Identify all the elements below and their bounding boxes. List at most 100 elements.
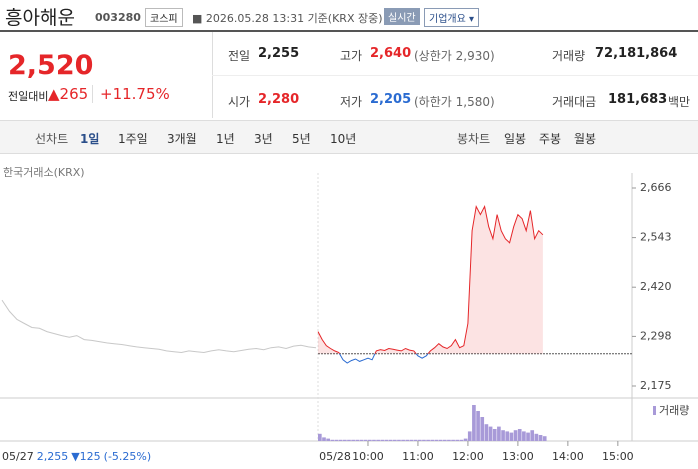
volume-bar xyxy=(388,439,393,441)
tab-label: 봉차트 xyxy=(457,132,491,146)
tab[interactable]: 3개월 xyxy=(167,132,197,146)
stat-value: 2,255 xyxy=(258,46,300,61)
volume-bar xyxy=(326,438,330,441)
volume-bar xyxy=(417,439,422,441)
prev-info: (-5.25%) xyxy=(104,450,152,463)
volume-bar xyxy=(330,439,335,441)
realtime-badge[interactable]: 실시간 xyxy=(384,8,420,25)
prev-info: 05/27 xyxy=(2,450,34,463)
y-tick-label: 2,666 xyxy=(640,181,672,194)
prev-info: 2,255 xyxy=(37,450,69,463)
stock-code: 003280 xyxy=(95,11,141,24)
company-menu[interactable]: 기업개요 ▾ xyxy=(424,8,480,27)
volume-bar xyxy=(372,439,376,441)
tab[interactable]: 3년 xyxy=(254,132,273,146)
prev-day-line xyxy=(1,299,317,354)
volume-bar xyxy=(534,433,539,441)
volume-bar xyxy=(376,439,380,441)
volume-bar xyxy=(505,431,510,441)
prev-date: 05/27 2,255 ▼125 (-5.25%) xyxy=(2,450,151,463)
tab-bar xyxy=(0,120,698,154)
volume-bar xyxy=(334,439,339,441)
price-area xyxy=(318,206,543,354)
tab[interactable]: 10년 xyxy=(330,132,357,146)
tab[interactable]: 월봉 xyxy=(574,132,597,146)
stat-value: 72,181,864 xyxy=(595,46,678,61)
tab[interactable]: 주봉 xyxy=(539,132,562,146)
volume-bar xyxy=(480,417,485,441)
volume-bar xyxy=(430,439,435,441)
volume-bar xyxy=(509,432,514,441)
volume-bar xyxy=(538,435,543,441)
tab[interactable]: 1년 xyxy=(216,132,235,146)
x-tick-label: 13:00 xyxy=(502,450,534,463)
volume-bar xyxy=(455,439,460,441)
volume-bar xyxy=(492,429,497,441)
volume-bar xyxy=(338,439,343,441)
volume-bar xyxy=(401,439,405,441)
y-tick-label: 2,175 xyxy=(640,379,672,392)
volume-bar xyxy=(476,411,480,441)
stock-name: 흥아해운 xyxy=(5,7,75,29)
volume-bar xyxy=(359,439,364,441)
volume-bar xyxy=(318,433,322,441)
divider xyxy=(212,75,698,76)
volume-bar xyxy=(463,438,468,441)
volume-bar xyxy=(397,439,401,441)
volume-bar xyxy=(363,439,368,441)
tab[interactable]: 5년 xyxy=(292,132,311,146)
prev-info: 125 xyxy=(80,450,101,463)
change-value: 265 xyxy=(59,85,89,103)
stat-value: 2,640 xyxy=(370,46,412,61)
volume-bar xyxy=(467,431,472,441)
stat-label: 시가 xyxy=(228,95,251,109)
volume-bar xyxy=(501,430,505,441)
volume-bar xyxy=(484,424,489,441)
y-tick-label: 2,420 xyxy=(640,280,672,293)
change-pct: +11.75% xyxy=(100,85,170,103)
tab[interactable]: 1주일 xyxy=(118,132,148,146)
volume-bar xyxy=(497,426,501,441)
volume-bar xyxy=(409,439,414,441)
volume-bar xyxy=(513,430,518,441)
stat-value: 2,280 xyxy=(258,92,300,107)
volume-bar xyxy=(355,439,360,441)
x-day-label: 05/28 xyxy=(319,450,351,463)
down-arrow: ▼ xyxy=(71,450,80,463)
volume-bar xyxy=(422,439,426,441)
volume-bar xyxy=(451,439,455,441)
stat-label: 거래량 xyxy=(552,49,586,63)
timestamp-text: 2026.05.28 13:31 기준(KRX 장중) xyxy=(205,12,383,25)
change: ▲265 xyxy=(48,85,89,103)
volume-bar xyxy=(442,439,447,441)
volume-bar xyxy=(517,429,522,441)
company-menu-text: 기업개요 xyxy=(429,14,466,25)
tab[interactable]: 일봉 xyxy=(504,132,527,146)
stat-label: 고가 xyxy=(340,49,363,63)
stat-label: 전일 xyxy=(228,49,251,63)
volume-bar xyxy=(438,439,443,441)
divider xyxy=(0,30,698,32)
price-line-down xyxy=(338,353,429,364)
chart: 2,175 2,298 2,420 2,543 2,666 10:00 11:00 12:00… xyxy=(0,173,698,463)
volume-bar xyxy=(426,439,430,441)
volume-bar xyxy=(380,439,385,441)
volume-bar xyxy=(322,437,326,441)
stat-note: (하한가 1,580) xyxy=(414,95,495,109)
volume-bar xyxy=(472,405,476,441)
volume-bar xyxy=(405,439,410,441)
stat-value: 181,683 xyxy=(608,92,668,107)
y-tick-label: 2,543 xyxy=(640,231,672,244)
volume-bar xyxy=(342,439,347,441)
volume-bar xyxy=(367,439,372,441)
volume-bar xyxy=(392,439,397,441)
x-tick-label: 14:00 xyxy=(552,450,584,463)
timestamp: ■ 2026.05.28 13:31 기준(KRX 장중) xyxy=(192,12,383,25)
tab[interactable]: 1일 xyxy=(80,132,100,146)
volume-bar xyxy=(522,431,526,441)
change-label: 전일대비 xyxy=(8,90,49,103)
y-tick-label: 2,298 xyxy=(640,329,672,342)
x-tick-label: 10:00 xyxy=(352,450,384,463)
stat-value: 2,205 xyxy=(370,92,412,107)
